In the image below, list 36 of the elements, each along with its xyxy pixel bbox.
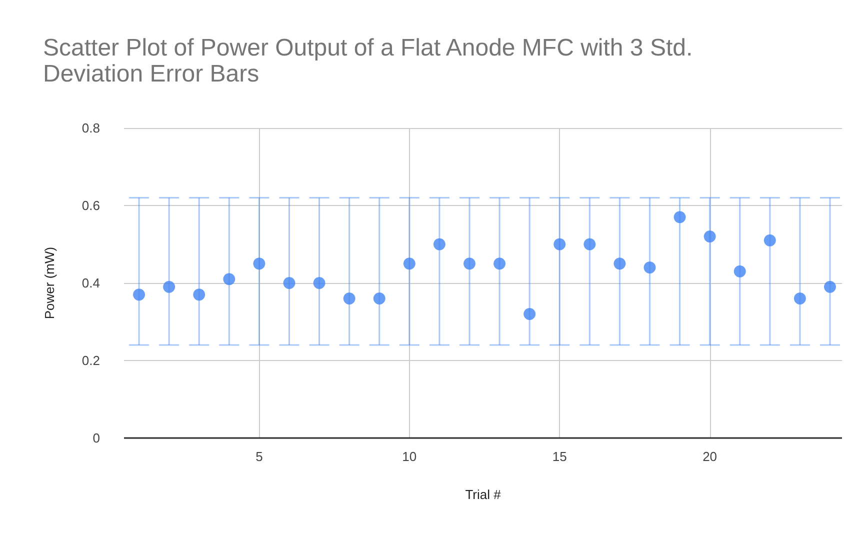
- point: [193, 288, 206, 301]
- point: [824, 280, 836, 293]
- point: [704, 230, 716, 242]
- y-tick-label: 0.6: [82, 198, 100, 213]
- point: [313, 277, 326, 289]
- point: [283, 277, 296, 289]
- point: [524, 308, 536, 320]
- x-tick-label: 15: [552, 449, 567, 464]
- point: [463, 258, 476, 270]
- point: [734, 265, 746, 278]
- point: [644, 262, 656, 274]
- x-tick-label: 20: [702, 449, 718, 464]
- point: [494, 258, 506, 270]
- point: [163, 280, 176, 293]
- point: [433, 238, 446, 250]
- chart-title: Scatter Plot of Power Output of a Flat Anode MFC with 3 Std. Deviation Error Bars: [43, 34, 693, 88]
- point: [584, 238, 596, 250]
- point: [253, 258, 266, 270]
- point: [614, 258, 626, 270]
- point: [133, 288, 146, 301]
- point: [373, 292, 386, 304]
- point: [343, 292, 356, 304]
- x-axis-title: Trial #: [465, 487, 502, 502]
- y-tick-label: 0.8: [82, 120, 100, 136]
- point: [403, 258, 416, 270]
- y-axis-title: Power (mW): [42, 246, 57, 320]
- point: [223, 273, 236, 286]
- point: [794, 292, 806, 304]
- y-tick-label: 0.2: [82, 353, 100, 368]
- y-tick-label: 0: [92, 430, 100, 446]
- y-tick-label: 0.4: [82, 276, 100, 290]
- x-tick-label: 5: [256, 449, 263, 464]
- point: [554, 238, 566, 250]
- x-tick-label: 10: [402, 449, 417, 464]
- point: [674, 211, 686, 224]
- point: [764, 234, 776, 246]
